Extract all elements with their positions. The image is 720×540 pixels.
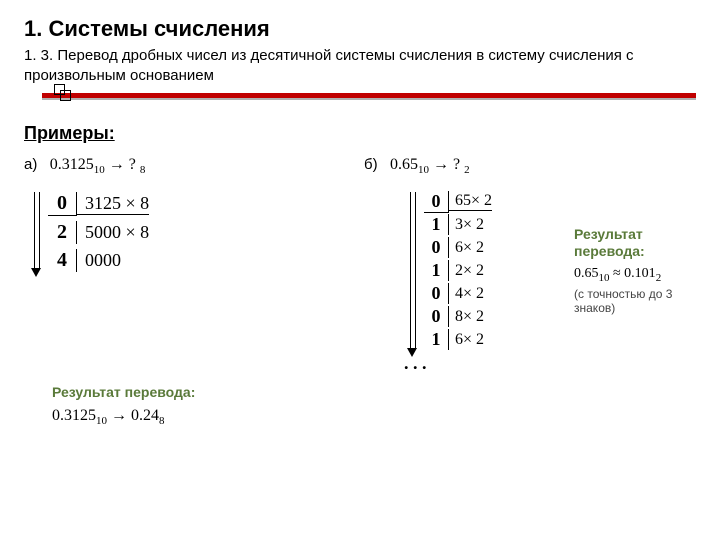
result-expression-b: 0.6510 ≈ 0.1012: [574, 266, 661, 284]
integer-digit: 0: [424, 283, 449, 304]
integer-digit: 0: [48, 192, 77, 216]
fraction-step: 0000: [77, 250, 121, 271]
down-arrow-head-icon: [407, 348, 417, 357]
precision-note: (с точностью до 3 знаков): [574, 287, 704, 315]
integer-digit: 0: [424, 237, 449, 258]
calc-row: 25000 × 8: [48, 218, 344, 246]
integer-digit: 0: [424, 306, 449, 327]
integer-digit: 0: [424, 191, 449, 213]
fraction-step: 5000 × 8: [77, 222, 149, 243]
result-label-a: Результат перевода:: [52, 384, 344, 401]
fraction-step: 4× 2: [449, 285, 484, 303]
fraction-step: 8× 2: [449, 308, 484, 326]
fraction-step: 6× 2: [449, 239, 484, 257]
calc-row: 40000: [48, 246, 344, 274]
fraction-step: 2× 2: [449, 262, 484, 280]
label-a: а): [24, 156, 37, 173]
label-b: б): [364, 156, 378, 173]
example-a: а) 0.312510 → ? 8 03125 × 825000 × 84000…: [24, 156, 344, 427]
down-arrow-icon: [34, 192, 40, 268]
integer-digit: 1: [424, 329, 449, 350]
expression-b: 0.6510 → ? 2: [390, 156, 470, 176]
result-expression-a: 0.312510 → 0.248: [52, 407, 165, 427]
result-b-block: Результат перевода: 0.6510 ≈ 0.1012 (с т…: [574, 226, 704, 315]
calc-row: 03125 × 8: [48, 190, 344, 218]
down-arrow-icon: [410, 192, 416, 348]
example-b: б) 0.6510 → ? 2 065× 213× 206× 212× 204×…: [364, 156, 704, 374]
divider-rule: [24, 93, 696, 107]
integer-digit: 1: [424, 214, 449, 235]
ellipsis: . . .: [404, 353, 704, 374]
integer-digit: 1: [424, 260, 449, 281]
integer-digit: 4: [48, 249, 77, 272]
integer-digit: 2: [48, 221, 77, 244]
decorative-square-icon: [60, 90, 71, 101]
result-label-b: Результат перевода:: [574, 226, 704, 260]
calculation-a: 03125 × 825000 × 840000: [48, 190, 344, 274]
calc-row: 16× 2: [424, 328, 704, 351]
examples-heading: Примеры:: [24, 123, 696, 144]
section-subtitle: 1. 3. Перевод дробных чисел из десятично…: [24, 46, 696, 85]
calc-row: 065× 2: [424, 190, 704, 213]
fraction-step: 3125 × 8: [77, 193, 149, 215]
fraction-step: 6× 2: [449, 331, 484, 349]
expression-a: 0.312510 → ? 8: [50, 156, 146, 176]
result-a-block: Результат перевода: 0.312510 → 0.248: [52, 384, 344, 427]
fraction-step: 3× 2: [449, 216, 484, 234]
down-arrow-head-icon: [31, 268, 41, 277]
fraction-step: 65× 2: [449, 192, 492, 211]
page-title: 1. Системы счисления: [24, 16, 696, 42]
